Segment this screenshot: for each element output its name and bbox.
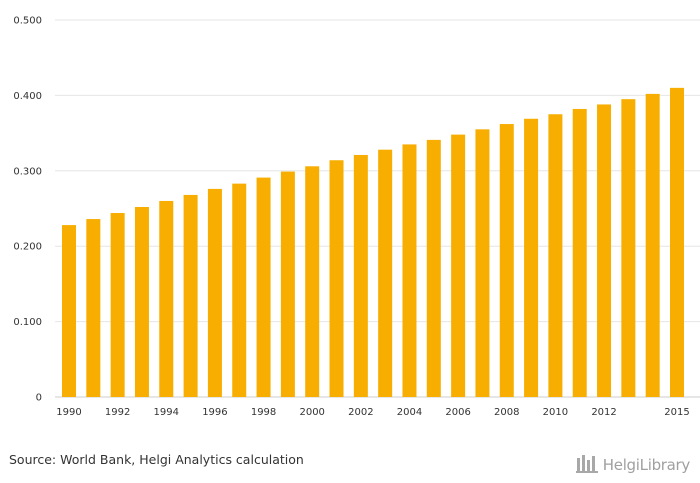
bar-1995	[183, 194, 198, 397]
bar-2002	[353, 154, 368, 397]
x-tick-label: 2006	[445, 407, 470, 418]
bar-2005	[426, 139, 441, 397]
bar-2000	[305, 166, 320, 397]
bar-1994	[159, 200, 174, 397]
x-tick-label: 1998	[251, 407, 276, 418]
chart-footer: Source: World Bank, Helgi Analytics calc…	[0, 440, 700, 483]
bar-2006	[451, 134, 466, 398]
source-note: Source: World Bank, Helgi Analytics calc…	[9, 452, 304, 467]
bar-1991	[86, 219, 101, 397]
bar-2007	[475, 129, 490, 397]
bar-2013	[621, 99, 636, 398]
x-tick-label: 2008	[494, 407, 519, 418]
bar-2012	[597, 104, 612, 397]
bar-2011	[572, 108, 587, 397]
x-axis-tick-labels: 1990 1992 1994 1996 1998 2000 2002 2004 2006 2008…	[56, 407, 689, 418]
bar-1996	[207, 188, 222, 397]
x-tick-label: 2000	[299, 407, 324, 418]
bar-2004	[402, 144, 417, 397]
x-tick-label: 1992	[105, 407, 130, 418]
y-axis-tick-labels: 0 0.100 0.200 0.300 0.400 0.500	[13, 16, 42, 404]
bar-1992	[110, 213, 125, 397]
bar-2009	[524, 118, 539, 398]
y-tick-label: 0.200	[13, 242, 42, 253]
bar-1993	[134, 206, 149, 397]
bar-2008	[499, 124, 514, 398]
bar-1997	[232, 183, 247, 397]
helgi-library-logo: HelgiLibrary	[575, 448, 691, 474]
bar-2001	[329, 160, 344, 397]
x-tick-label: 1994	[154, 407, 179, 418]
x-tick-label: 2004	[397, 407, 422, 418]
x-tick-label: 2012	[591, 407, 616, 418]
x-tick-label: 1990	[56, 407, 81, 418]
bar-1998	[256, 177, 271, 397]
x-tick-label: 2010	[543, 407, 568, 418]
logo-text: HelgiLibrary	[602, 456, 691, 474]
library-building-icon	[575, 455, 598, 473]
bar-1990	[62, 225, 76, 397]
x-tick-label: 1996	[202, 407, 227, 418]
y-tick-label: 0.400	[13, 91, 42, 102]
bar-2015	[670, 87, 684, 398]
bar-2014	[645, 93, 660, 397]
bar-2010	[548, 114, 563, 397]
y-tick-label: 0.500	[13, 16, 42, 27]
y-tick-label: 0	[36, 393, 42, 404]
bar-1999	[280, 171, 295, 397]
x-tick-label: 2015	[664, 407, 689, 418]
bar-2003	[378, 149, 393, 397]
y-tick-label: 0.300	[13, 166, 42, 177]
bars	[62, 87, 684, 398]
x-tick-label: 2002	[348, 407, 373, 418]
y-tick-label: 0.100	[13, 317, 42, 328]
